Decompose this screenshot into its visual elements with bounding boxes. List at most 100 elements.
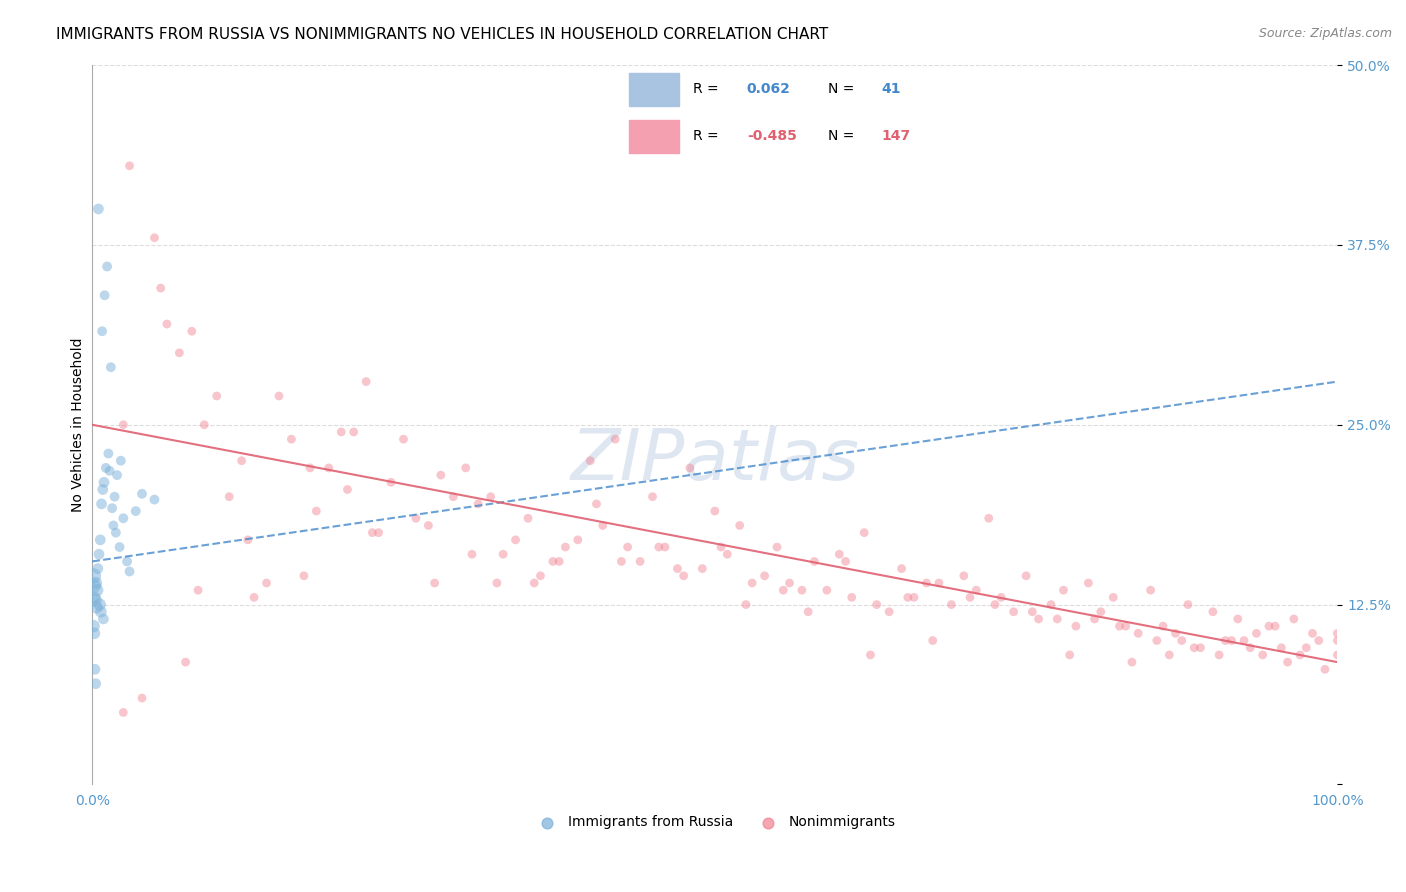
Point: [104, 490, 127, 504]
Point: [112, 511, 135, 525]
Point: [1301, 626, 1323, 640]
Point: [1002, 605, 1025, 619]
Bar: [628, 120, 679, 153]
Point: [93, 475, 115, 490]
Point: [1021, 605, 1043, 619]
Point: [90, 497, 112, 511]
Point: [654, 540, 676, 554]
Point: [1102, 591, 1125, 605]
Point: [1052, 583, 1074, 598]
Text: ZIPatlas: ZIPatlas: [571, 426, 859, 495]
Point: [523, 576, 546, 591]
Point: [1159, 648, 1181, 662]
Point: [1270, 640, 1292, 655]
Point: [728, 518, 751, 533]
Y-axis label: No Vehicles in Household: No Vehicles in Household: [72, 337, 86, 512]
Point: [1295, 640, 1317, 655]
Point: [93, 288, 115, 302]
Point: [405, 511, 427, 525]
Point: [149, 281, 172, 295]
Point: [853, 525, 876, 540]
Point: [280, 432, 302, 446]
Point: [1326, 633, 1348, 648]
Point: [299, 461, 322, 475]
Point: [118, 159, 141, 173]
Point: [336, 483, 359, 497]
Point: [380, 475, 402, 490]
Point: [859, 648, 882, 662]
Point: [256, 576, 278, 591]
Point: [779, 576, 801, 591]
Point: [112, 417, 135, 432]
Point: [101, 501, 124, 516]
Point: [143, 231, 166, 245]
Point: [292, 569, 315, 583]
Point: [82, 569, 104, 583]
Point: [610, 554, 633, 568]
Point: [330, 425, 353, 439]
Point: [305, 504, 328, 518]
Point: [1046, 612, 1069, 626]
Point: [94, 461, 117, 475]
Point: [1146, 633, 1168, 648]
Point: [585, 497, 607, 511]
Point: [903, 591, 925, 605]
Point: [984, 598, 1007, 612]
Point: [91, 483, 114, 497]
Point: [579, 453, 602, 467]
Point: [1028, 612, 1050, 626]
Point: [921, 633, 943, 648]
Point: [84, 676, 107, 690]
Point: [1308, 633, 1330, 648]
Point: [461, 547, 484, 561]
Point: [517, 511, 540, 525]
Point: [1177, 598, 1199, 612]
Point: [89, 533, 111, 547]
Point: [430, 468, 453, 483]
Point: [318, 461, 340, 475]
Point: [815, 583, 838, 598]
Point: [941, 598, 963, 612]
Point: [218, 490, 240, 504]
Point: [1251, 648, 1274, 662]
Point: [83, 626, 105, 640]
Point: [93, 612, 115, 626]
Point: [866, 598, 889, 612]
Point: [1015, 569, 1038, 583]
Point: [112, 706, 135, 720]
Point: [1139, 583, 1161, 598]
Point: [1090, 605, 1112, 619]
Point: [131, 487, 153, 501]
Point: [1059, 648, 1081, 662]
Point: [628, 554, 651, 568]
Point: [877, 605, 900, 619]
Point: [529, 569, 551, 583]
Point: [716, 547, 738, 561]
Point: [828, 547, 851, 561]
Point: [766, 540, 789, 554]
Point: [89, 598, 111, 612]
Text: -0.485: -0.485: [747, 129, 797, 144]
Point: [97, 446, 120, 460]
Point: [104, 525, 127, 540]
Point: [115, 554, 138, 568]
Point: [803, 554, 825, 568]
Point: [834, 554, 856, 568]
Text: IMMIGRANTS FROM RUSSIA VS NONIMMIGRANTS NO VEHICLES IN HOUSEHOLD CORRELATION CHA: IMMIGRANTS FROM RUSSIA VS NONIMMIGRANTS …: [56, 27, 828, 42]
Point: [96, 260, 118, 274]
Point: [1326, 626, 1348, 640]
Point: [1313, 662, 1336, 676]
Point: [492, 547, 515, 561]
Point: [797, 605, 820, 619]
Point: [110, 453, 132, 467]
Point: [84, 576, 107, 591]
Bar: [628, 73, 679, 105]
Point: [1277, 655, 1299, 669]
Point: [84, 662, 107, 676]
Point: [648, 540, 671, 554]
Point: [105, 468, 128, 483]
Point: [1202, 605, 1225, 619]
Point: [666, 561, 689, 575]
Point: [567, 533, 589, 547]
Point: [86, 583, 108, 598]
